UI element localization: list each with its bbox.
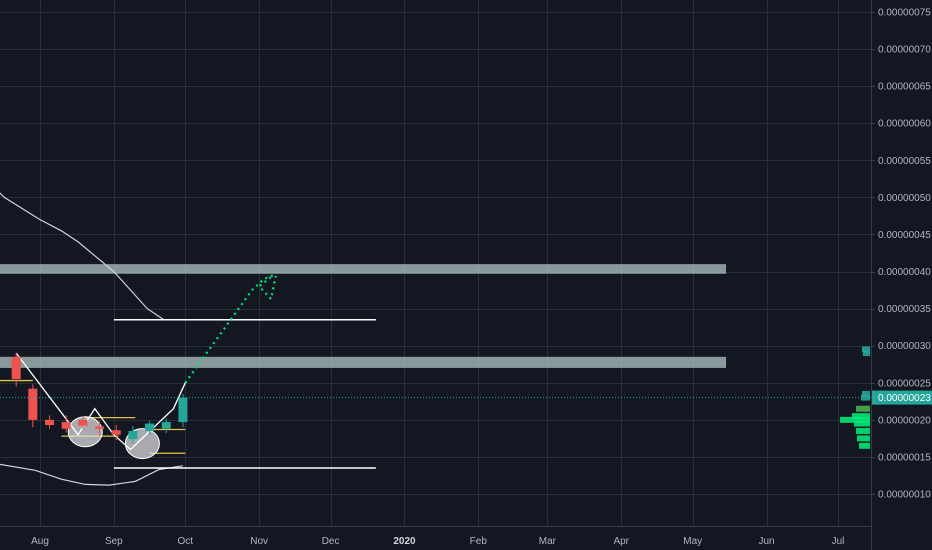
price-tick-label: 0.00000015 xyxy=(878,452,931,463)
projection-path xyxy=(184,274,277,384)
volume-profile-bar xyxy=(856,427,870,434)
resistance-zone xyxy=(0,356,727,368)
volume-profile-bar xyxy=(840,416,870,423)
last-price-label: 0.00000023 xyxy=(878,393,931,404)
price-tick-label: 0.00000045 xyxy=(878,230,931,241)
volume-profile-bar xyxy=(862,346,870,353)
price-tick-label: 0.00000025 xyxy=(878,378,931,389)
resistance-zones xyxy=(0,264,727,368)
price-tick-label: 0.00000055 xyxy=(878,156,931,167)
projection-dotted-line xyxy=(184,274,277,384)
time-tick-label: Sep xyxy=(105,536,123,547)
candle-body[interactable] xyxy=(45,419,55,426)
resistance-zone xyxy=(0,264,727,274)
price-tick-label: 0.00000050 xyxy=(878,193,931,204)
candle-body[interactable] xyxy=(111,430,121,435)
time-tick-label: 2020 xyxy=(393,536,416,547)
volume-profile-bar xyxy=(862,390,870,397)
pattern-circle xyxy=(67,416,103,448)
volume-profile-bar xyxy=(854,420,870,427)
time-tick-label: May xyxy=(683,536,702,547)
time-tick-label: Nov xyxy=(250,536,268,547)
volume-profile-bar xyxy=(857,435,870,442)
candle-body[interactable] xyxy=(28,388,38,420)
candle-body[interactable] xyxy=(95,426,105,429)
price-axis[interactable]: 0.00000075 0.00000070 0.00000065 0.00000060… xyxy=(871,8,931,501)
price-tick-label: 0.00000030 xyxy=(878,341,931,352)
candlesticks[interactable] xyxy=(11,353,188,444)
price-tick-label: 0.00000075 xyxy=(878,8,931,19)
candle-body[interactable] xyxy=(178,397,188,423)
time-tick-label: Jul xyxy=(832,536,845,547)
candle-body[interactable] xyxy=(161,422,171,429)
price-tick-label: 0.00000040 xyxy=(878,267,931,278)
time-tick-label: Feb xyxy=(470,536,488,547)
time-axis[interactable]: Aug Sep Oct Nov Dec 2020 Feb Mar Apr May Jun Jul xyxy=(31,536,844,547)
volume-profile-bar xyxy=(856,405,870,412)
pattern-line xyxy=(15,352,186,451)
lower-band-line xyxy=(0,463,183,486)
time-tick-label: Jun xyxy=(758,536,774,547)
time-tick-label: Oct xyxy=(178,536,194,547)
price-tick-label: 0.00000065 xyxy=(878,82,931,93)
time-tick-label: Dec xyxy=(322,536,340,547)
candle-body[interactable] xyxy=(145,423,155,431)
time-tick-label: Aug xyxy=(31,536,49,547)
volume-profile-bar xyxy=(859,442,870,449)
volume-profile-bar xyxy=(852,413,870,420)
candle-body[interactable] xyxy=(11,356,21,380)
last-price-marker: 0.00000023 xyxy=(0,390,932,405)
moving-average-line xyxy=(0,192,165,321)
price-tick-label: 0.00000060 xyxy=(878,119,931,130)
moving-average-lines xyxy=(0,192,183,486)
time-tick-label: Mar xyxy=(539,536,557,547)
candle-body[interactable] xyxy=(128,430,138,440)
last-price-label-box xyxy=(872,390,932,405)
pattern-drawing xyxy=(15,352,186,460)
price-tick-label: 0.00000010 xyxy=(878,490,931,501)
volume-profile-bar xyxy=(863,350,870,357)
candle-body[interactable] xyxy=(61,422,71,429)
candle-body[interactable] xyxy=(78,419,88,426)
price-tick-label: 0.00000070 xyxy=(878,45,931,56)
price-tick-label: 0.00000035 xyxy=(878,304,931,315)
volume-profile xyxy=(840,346,870,449)
time-tick-label: Apr xyxy=(613,536,629,547)
price-tick-label: 0.00000020 xyxy=(878,415,931,426)
volume-profile-bar xyxy=(861,394,870,401)
